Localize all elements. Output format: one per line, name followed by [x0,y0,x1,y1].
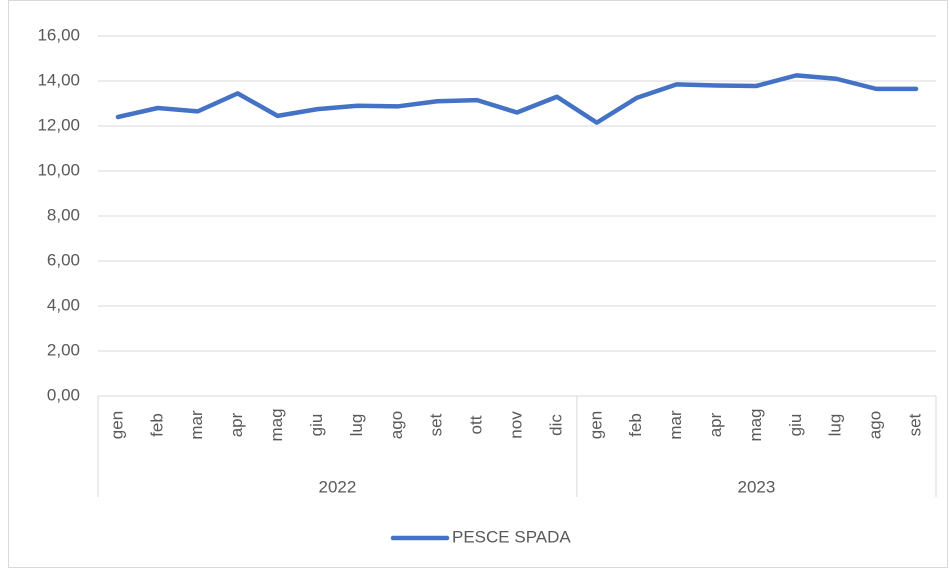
x-tick-label: dic [546,414,565,436]
x-tick-label: set [906,413,925,436]
x-tick-label: mar [187,410,206,440]
y-tick-label: 16,00 [37,25,80,44]
legend-label: PESCE SPADA [452,527,571,546]
y-tick-label: 4,00 [47,295,80,314]
y-tick-label: 6,00 [47,250,80,269]
y-tick-label: 12,00 [37,115,80,134]
x-tick-label: lug [826,414,845,437]
y-tick-label: 10,00 [37,160,80,179]
x-tick-label: giu [786,414,805,437]
y-tick-label: 14,00 [37,70,80,89]
y-tick-label: 0,00 [47,385,80,404]
x-tick-label: mag [746,408,765,441]
x-tick-label: feb [626,413,645,437]
x-tick-label: lug [347,414,366,437]
x-tick-label: nov [506,411,525,439]
x-tick-label: ago [387,411,406,439]
y-tick-label: 2,00 [47,340,80,359]
x-tick-label: gen [586,411,605,439]
x-tick-label: mag [267,408,286,441]
x-tick-label: ott [467,415,486,434]
data-line [115,73,919,125]
x-tick-label: mar [666,410,685,440]
x-tick-label: apr [227,412,246,437]
x-tick-label: apr [706,412,725,437]
x-tick-label: set [427,413,446,436]
x-tick-label: feb [147,413,166,437]
x-tick-label: giu [307,414,326,437]
group-label: 2022 [319,477,357,496]
y-tick-label: 8,00 [47,205,80,224]
chart-border [8,0,948,568]
group-label: 2023 [738,477,776,496]
x-tick-label: gen [107,411,126,439]
x-tick-label: ago [866,411,885,439]
